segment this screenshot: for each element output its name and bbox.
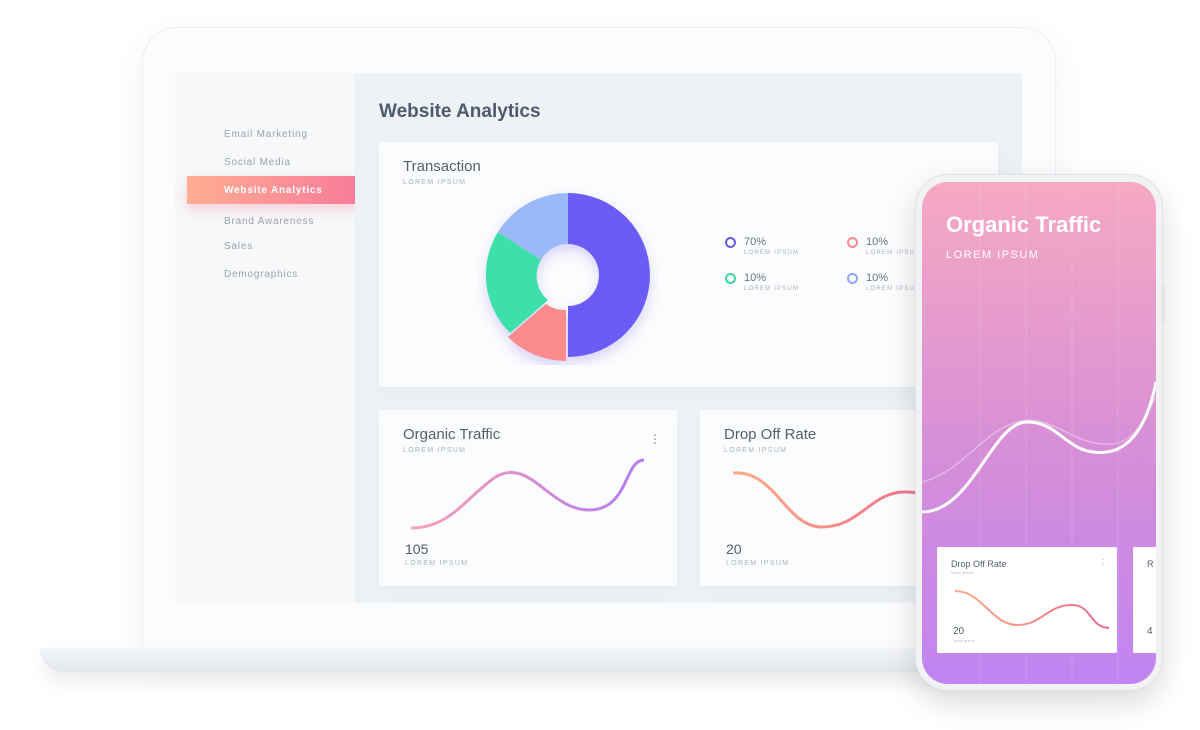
organic-traffic-card: Organic Traffic LOREM IPSUM ⋮ 105 LOREM … — [379, 410, 677, 586]
metric-label: lorem ipsum — [953, 638, 975, 643]
circle-icon — [847, 237, 858, 248]
phone-side-button — [1161, 285, 1165, 323]
page-title: Website Analytics — [379, 101, 541, 122]
phone-second-card: R 4 — [1133, 547, 1156, 653]
metric-value: 20 — [953, 626, 965, 637]
metric-value: 105 — [405, 541, 429, 557]
card-title: Drop Off Rate — [724, 426, 817, 443]
card-subtitle: LOREM IPSUM — [403, 447, 467, 454]
metric-label: LOREM IPSUM — [405, 560, 469, 567]
donut-segment-blue — [498, 192, 568, 260]
more-menu-icon[interactable]: ⋮ — [649, 432, 661, 446]
card-title: Transaction — [403, 158, 481, 175]
legend-item: 10% LOREM IPSUM — [847, 236, 920, 256]
sidebar-item-website-analytics[interactable]: Website Analytics — [187, 176, 361, 204]
phone-dropoff-sparkline — [954, 590, 1110, 629]
card-title: R — [1147, 559, 1154, 569]
card-subtitle: LOREM IPSUM — [724, 447, 788, 454]
sidebar-item-demographics[interactable]: Demographics — [224, 269, 299, 280]
circle-icon — [725, 237, 736, 248]
metric-value: 20 — [726, 541, 742, 557]
transaction-card: Transaction LOREM IPSUM 70% LOREM IPSUM 1… — [379, 142, 998, 387]
donut-chart — [485, 192, 650, 361]
metric-value: 4 — [1147, 626, 1153, 637]
sidebar: Email Marketing Social Media Website Ana… — [175, 73, 361, 603]
sidebar-item-social-media[interactable]: Social Media — [224, 157, 291, 168]
legend-item: 10% LOREM IPSUM — [725, 272, 798, 292]
card-title: Drop Off Rate — [951, 559, 1007, 569]
card-subtitle: lorem ipsum — [951, 570, 973, 575]
legend-item: 70% LOREM IPSUM — [725, 236, 798, 256]
circle-icon — [847, 273, 858, 284]
sidebar-item-sales[interactable]: Sales — [224, 241, 254, 252]
circle-icon — [725, 273, 736, 284]
phone-subtitle: LOREM IPSUM — [946, 249, 1040, 261]
phone-drop-off-card: Drop Off Rate lorem ipsum ⋮ 20 lorem ips… — [937, 547, 1117, 653]
metric-label: LOREM IPSUM — [726, 560, 790, 567]
card-title: Organic Traffic — [403, 426, 501, 443]
donut-segment-teal — [485, 232, 548, 333]
sidebar-item-brand-awareness[interactable]: Brand Awareness — [224, 216, 315, 227]
phone-screen: Organic Traffic LOREM IPSUM Drop Off Rat… — [922, 182, 1156, 684]
legend-item: 10% LOREM IPSUM — [847, 272, 920, 292]
phone-title: Organic Traffic — [946, 212, 1102, 237]
organic-sparkline — [410, 458, 645, 530]
more-menu-icon[interactable]: ⋮ — [1099, 558, 1107, 567]
card-subtitle: LOREM IPSUM — [403, 179, 467, 186]
donut-segment-salmon — [508, 304, 566, 361]
donut-segment-purple — [568, 193, 650, 357]
sidebar-item-email-marketing[interactable]: Email Marketing — [224, 129, 308, 140]
